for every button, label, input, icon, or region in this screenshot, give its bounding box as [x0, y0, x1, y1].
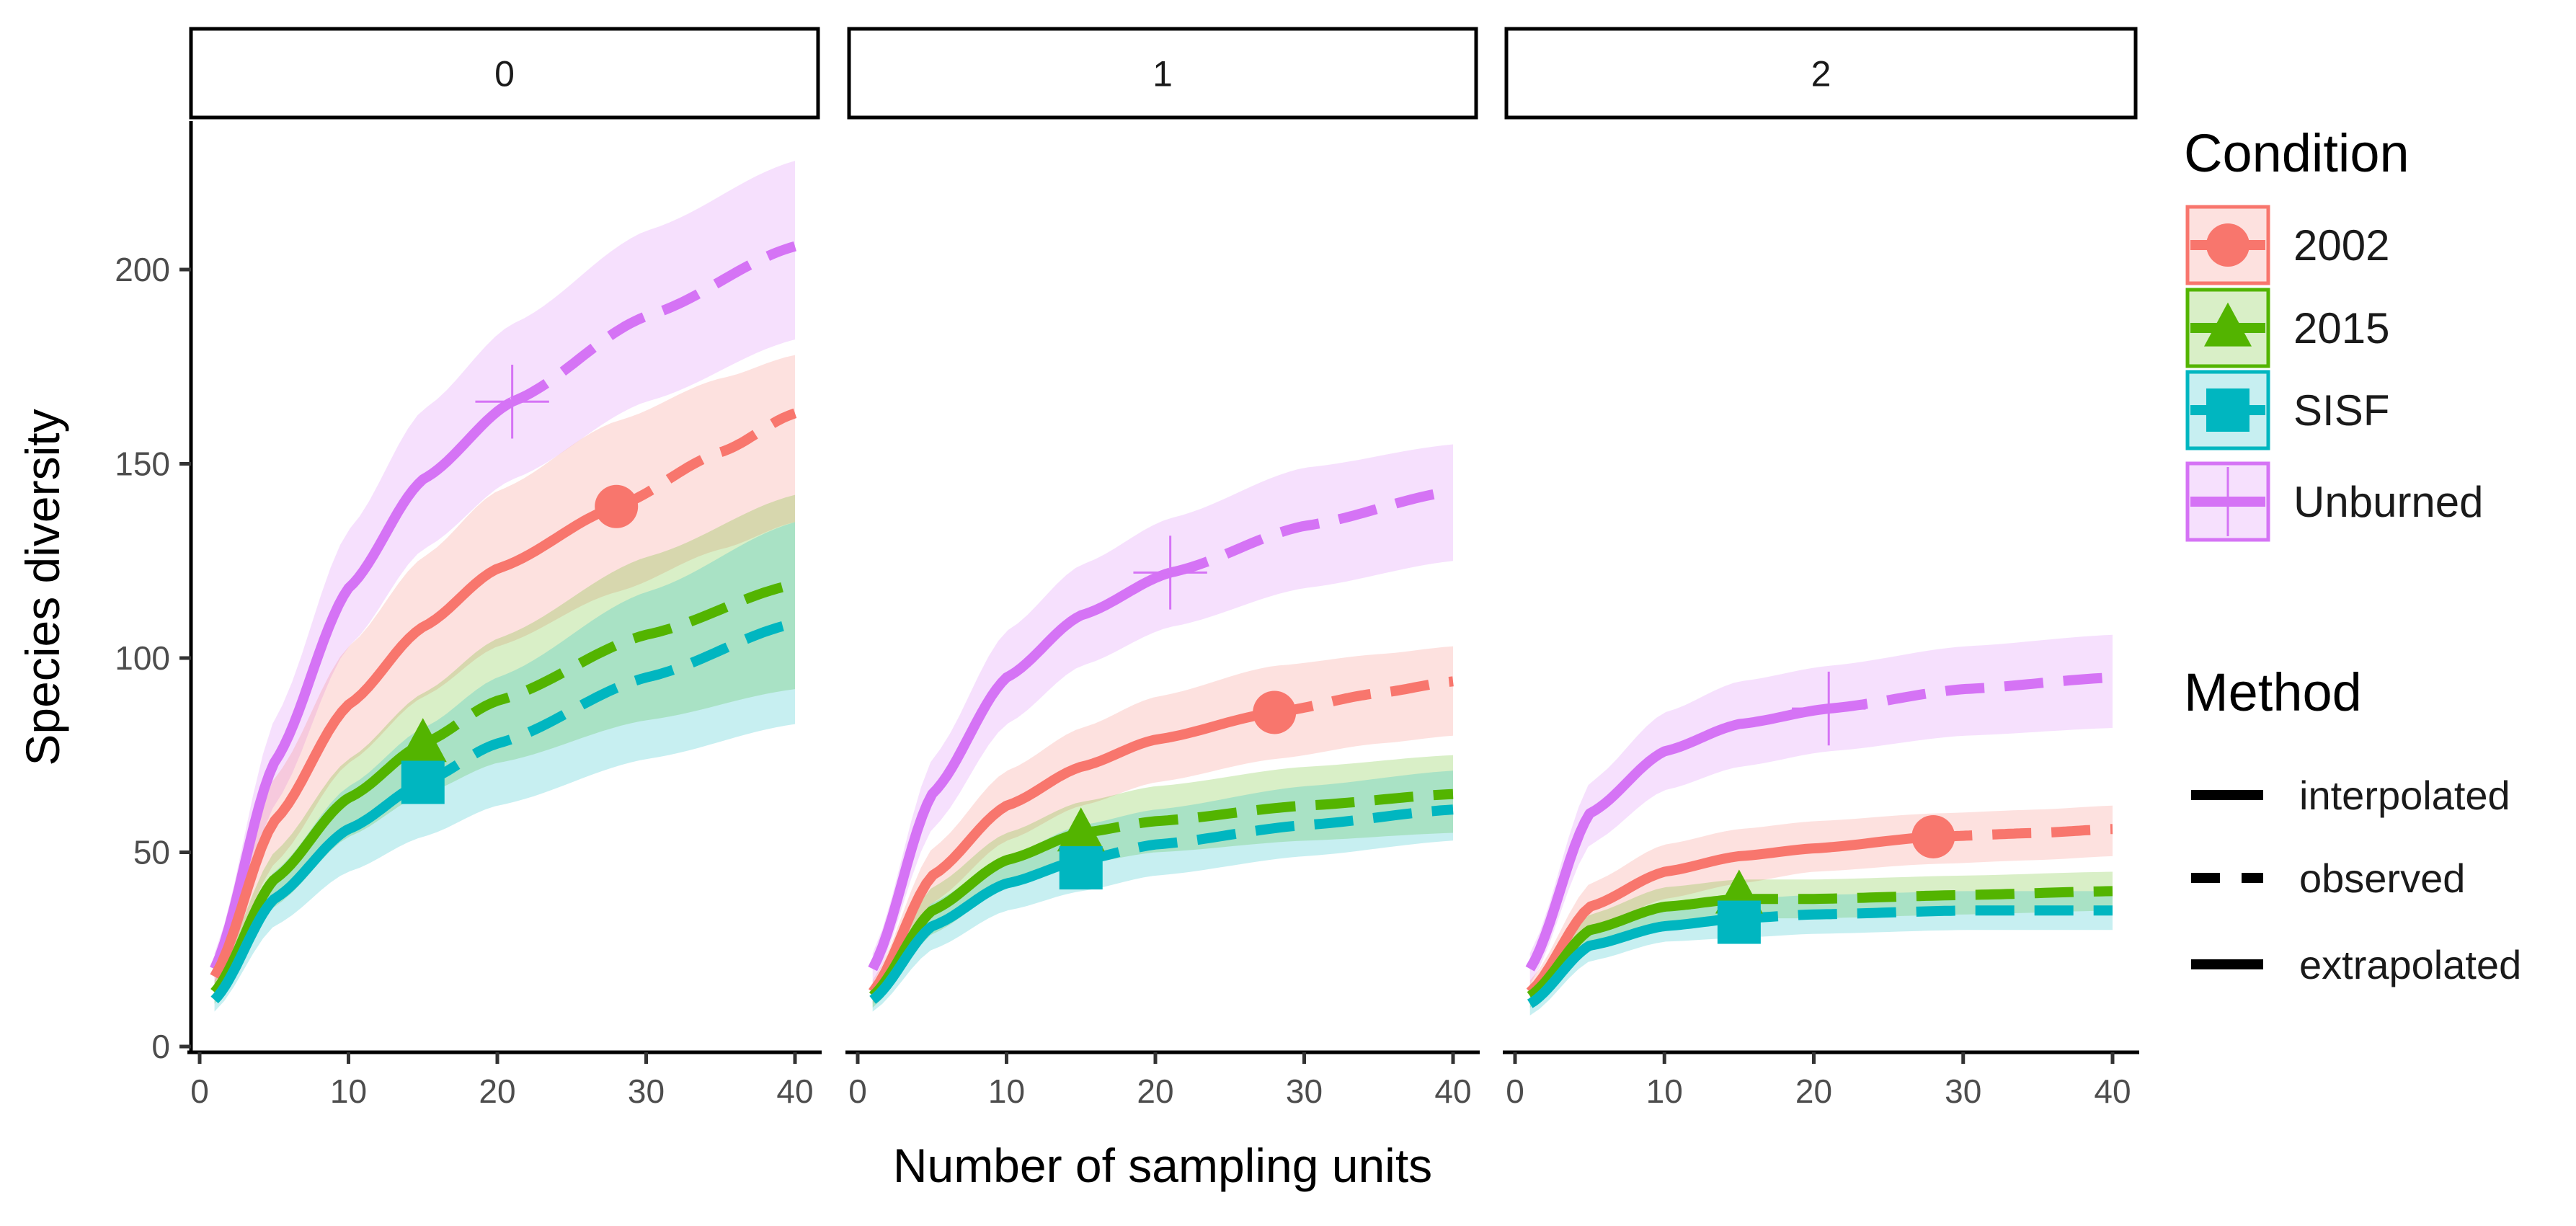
confidence-band-sisf: [214, 522, 796, 1012]
x-tick-label: 40: [1434, 1072, 1471, 1110]
extrapolated-line-2015: [1080, 789, 1454, 838]
interpolated-line-sisf: [869, 855, 1083, 1004]
legend-method-label-extrapolated: extrapolated: [2299, 942, 2521, 987]
observed-marker-unburned: [1792, 671, 1866, 746]
facet-strip: [189, 27, 820, 120]
x-tick-label: 30: [1286, 1072, 1323, 1110]
confidence-band-2002: [872, 646, 1453, 1004]
interpolated-line-unburned: [868, 567, 1172, 972]
facet-strip: [847, 27, 1478, 120]
interpolated-line-sisf: [1527, 913, 1741, 1008]
x-tick-label: 0: [190, 1072, 209, 1110]
x-tick-label: 40: [2094, 1072, 2131, 1110]
confidence-band-2015: [872, 755, 1453, 1008]
extrapolated-line-unburned: [510, 241, 796, 407]
observed-marker-sisf: [401, 760, 445, 804]
legend-marker-2015: [2204, 302, 2252, 347]
confidence-band-sisf: [872, 770, 1453, 1012]
x-tick-label: 0: [1506, 1072, 1524, 1110]
x-tick-label: 10: [988, 1072, 1025, 1110]
x-tick-label: 10: [330, 1072, 367, 1110]
y-tick-label: 50: [133, 834, 170, 871]
legend-label-sisf: SISF: [2293, 386, 2389, 435]
y-tick-label: 0: [151, 1028, 170, 1065]
x-tick-label: 20: [1137, 1072, 1173, 1110]
interpolated-line-unburned: [210, 397, 515, 971]
observed-marker-unburned: [475, 365, 549, 439]
confidence-band-unburned: [214, 161, 796, 985]
legend-marker-sisf: [2206, 388, 2249, 432]
legend-marker-unburned: [2193, 467, 2262, 536]
confidence-band-2015: [214, 494, 796, 1004]
y-tick-label: 150: [115, 445, 170, 483]
observed-marker-2015: [1057, 807, 1105, 852]
x-tick-label: 30: [1945, 1072, 1981, 1110]
observed-marker-2015: [399, 718, 447, 763]
x-tick-label: 20: [479, 1072, 515, 1110]
x-tick-label: 40: [776, 1072, 813, 1110]
confidence-band-unburned: [1529, 634, 2113, 985]
extrapolated-line-2002: [1933, 824, 2113, 842]
interpolated-line-unburned: [1525, 703, 1830, 972]
x-tick-label: 20: [1795, 1072, 1832, 1110]
x-tick-label: 10: [1646, 1072, 1683, 1110]
observed-marker-unburned: [1133, 536, 1207, 610]
extrapolated-line-2015: [1738, 886, 2113, 905]
extrapolated-line-unburned: [1169, 486, 1454, 578]
facet-strip-label: 0: [494, 54, 515, 94]
interpolated-line-2002: [869, 707, 1276, 995]
legend-label-2002: 2002: [2293, 221, 2389, 270]
interpolated-line-2002: [1526, 831, 1934, 996]
interpolated-line-2002: [210, 502, 618, 980]
legend-marker-2002: [2206, 223, 2249, 267]
legend-method-label-observed: observed: [2299, 856, 2465, 901]
x-tick-label: 30: [628, 1072, 665, 1110]
observed-marker-2002: [595, 484, 639, 528]
interpolated-line-sisf: [210, 777, 425, 1004]
legend-method-title: Method: [2184, 662, 2362, 722]
observed-marker-sisf: [1059, 846, 1103, 890]
facet-panel-2: 20 10 20 30 40: [1503, 27, 2139, 1110]
observed-marker-sisf: [1717, 900, 1761, 944]
interpolated-line-2015: [1527, 894, 1741, 1000]
confidence-band-2002: [1529, 805, 2113, 1004]
legend-condition-title: Condition: [2184, 123, 2410, 183]
y-tick-label: 200: [115, 251, 170, 288]
y-tick-label: 100: [115, 639, 170, 677]
extrapolated-line-2002: [1274, 676, 1454, 718]
facet-strip: [1504, 27, 2138, 120]
x-tick-label: 0: [848, 1072, 867, 1110]
y-axis-title: Species diversity: [16, 409, 69, 765]
facet-strip-label: 2: [1811, 54, 1831, 94]
observed-marker-2002: [1253, 690, 1297, 734]
x-axis-title: Number of sampling units: [893, 1139, 1432, 1192]
legend-method-label-interpolated: interpolated: [2299, 773, 2510, 818]
facet-panel-1: 10 10 20 30 40: [845, 27, 1480, 1110]
interpolated-line-2015: [210, 739, 425, 995]
legend-label-unburned: Unburned: [2293, 478, 2484, 526]
facet-panel-0: 0 0 10 20 30 40: [187, 27, 822, 1110]
facet-strip-label: 1: [1152, 54, 1173, 94]
confidence-band-unburned: [872, 444, 1453, 985]
confidence-band-2002: [214, 355, 796, 992]
extrapolated-line-sisf: [421, 618, 796, 788]
extrapolated-line-2015: [421, 579, 796, 749]
observed-marker-2002: [1911, 814, 1955, 858]
interpolated-line-2015: [869, 827, 1083, 1000]
legend: Condition 2002 2015 SISF Unburned Method inter…: [2184, 123, 2521, 987]
extrapolated-line-sisf: [1080, 804, 1454, 866]
extrapolated-line-2002: [614, 408, 797, 512]
extrapolated-line-unburned: [1828, 672, 2113, 714]
extrapolated-line-sisf: [1738, 905, 2113, 924]
legend-label-2015: 2015: [2293, 304, 2389, 352]
